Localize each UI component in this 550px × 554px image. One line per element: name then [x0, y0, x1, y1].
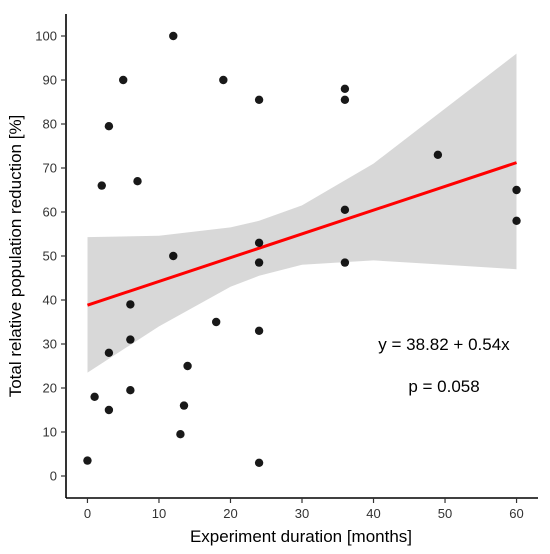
x-tick-label: 0 [84, 506, 91, 521]
y-axis-title: Total relative population reduction [%] [6, 115, 25, 398]
y-tick-label: 40 [43, 293, 57, 308]
data-point [126, 300, 135, 309]
x-tick-label: 10 [152, 506, 166, 521]
data-point [254, 238, 264, 247]
data-point [169, 251, 178, 261]
y-tick-label: 30 [43, 337, 57, 352]
data-point [340, 205, 350, 214]
data-point [512, 185, 521, 195]
data-point [512, 216, 521, 225]
y-tick-label: 60 [43, 205, 57, 220]
regression-equation: y = 38.82 + 0.54x [378, 335, 510, 354]
data-point [433, 150, 443, 159]
y-tick-label: 50 [43, 249, 57, 264]
data-point [219, 75, 228, 85]
x-tick-label: 40 [366, 506, 380, 521]
data-point [133, 177, 142, 186]
regression-line-layer [86, 161, 518, 307]
data-point [97, 181, 106, 190]
data-point [254, 258, 264, 267]
y-tick-label: 0 [50, 469, 57, 484]
data-point [90, 392, 99, 401]
regression-line [86, 161, 518, 307]
y-tick-label: 10 [43, 425, 57, 440]
confidence-band [87, 53, 517, 373]
data-point [211, 317, 221, 327]
data-point [254, 458, 264, 467]
data-point [119, 75, 128, 85]
data-point [179, 401, 189, 410]
x-axis-title: Experiment duration [months] [190, 527, 412, 546]
x-tick-label: 60 [509, 506, 523, 521]
x-tick-label: 50 [438, 506, 452, 521]
y-tick-label: 100 [35, 29, 57, 44]
data-point [254, 326, 264, 335]
data-point [169, 31, 178, 41]
data-point [183, 361, 192, 371]
x-tick-label: 20 [223, 506, 237, 521]
data-point [104, 348, 114, 357]
data-point [83, 456, 92, 465]
data-point [126, 386, 135, 395]
axes-layer: 0 10 20 30 40 50 60 0 10 20 30 40 50 60 70 80 90 100 [35, 14, 538, 521]
x-tick-label: 30 [295, 506, 309, 521]
data-point [126, 335, 135, 344]
y-tick-label: 70 [43, 161, 57, 176]
y-tick-label: 20 [43, 381, 57, 396]
data-point [340, 95, 350, 105]
data-point [104, 405, 114, 415]
data-point [104, 122, 114, 131]
y-tick-label: 90 [43, 73, 57, 88]
data-point [176, 430, 185, 439]
confidence-band-layer [87, 53, 517, 373]
data-point [340, 258, 350, 267]
data-points-layer [83, 31, 521, 467]
y-tick-label: 80 [43, 117, 57, 132]
p-value-label: p = 0.058 [408, 377, 479, 396]
data-point [340, 84, 350, 94]
data-point [254, 95, 264, 105]
